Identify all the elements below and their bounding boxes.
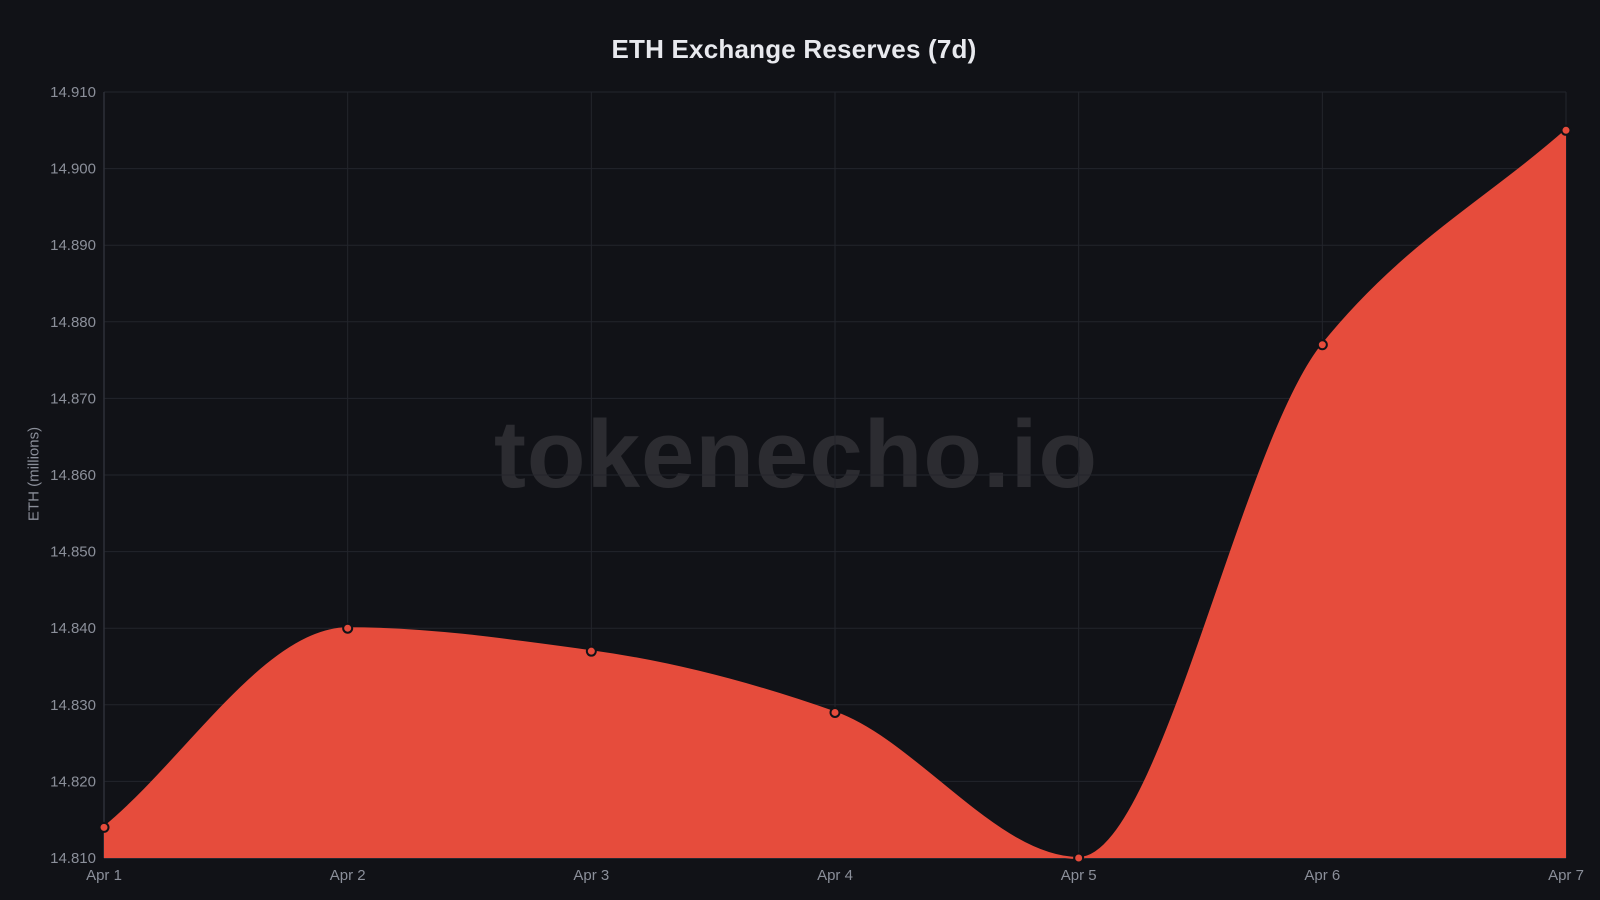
y-tick-label: 14.830 xyxy=(50,697,96,714)
x-tick-label: Apr 1 xyxy=(86,867,122,884)
y-tick-label: 14.840 xyxy=(50,620,96,637)
x-axis-ticks: Apr 1 Apr 2 Apr 3 Apr 4 Apr 5 Apr 6 Apr 7 xyxy=(86,867,1584,884)
data-point[interactable] xyxy=(1560,124,1572,136)
x-tick-label: Apr 3 xyxy=(573,867,609,884)
data-point[interactable] xyxy=(342,622,354,634)
y-tick-label: 14.910 xyxy=(50,84,96,101)
x-tick-label: Apr 5 xyxy=(1061,867,1097,884)
data-point[interactable] xyxy=(1073,852,1085,864)
y-tick-label: 14.810 xyxy=(50,850,96,867)
y-tick-label: 14.890 xyxy=(50,237,96,254)
data-point[interactable] xyxy=(585,645,597,657)
data-points xyxy=(98,124,1572,864)
y-tick-label: 14.850 xyxy=(50,544,96,561)
data-point[interactable] xyxy=(829,706,841,718)
y-tick-label: 14.860 xyxy=(50,467,96,484)
y-tick-label: 14.880 xyxy=(50,314,96,331)
y-axis-ticks: 14.810 14.820 14.830 14.840 14.850 14.860 14.8… xyxy=(50,84,96,867)
x-tick-label: Apr 6 xyxy=(1304,867,1340,884)
chart-title: ETH Exchange Reserves (7d) xyxy=(611,34,977,64)
data-point[interactable] xyxy=(1316,339,1328,351)
data-point[interactable] xyxy=(98,821,110,833)
x-tick-label: Apr 4 xyxy=(817,867,853,884)
area-fill xyxy=(104,130,1566,859)
y-tick-label: 14.900 xyxy=(50,161,96,178)
x-tick-label: Apr 7 xyxy=(1548,867,1584,884)
watermark: tokenecho.io xyxy=(493,401,1099,508)
y-tick-label: 14.820 xyxy=(50,773,96,790)
y-tick-label: 14.870 xyxy=(50,390,96,407)
x-tick-label: Apr 2 xyxy=(330,867,366,884)
